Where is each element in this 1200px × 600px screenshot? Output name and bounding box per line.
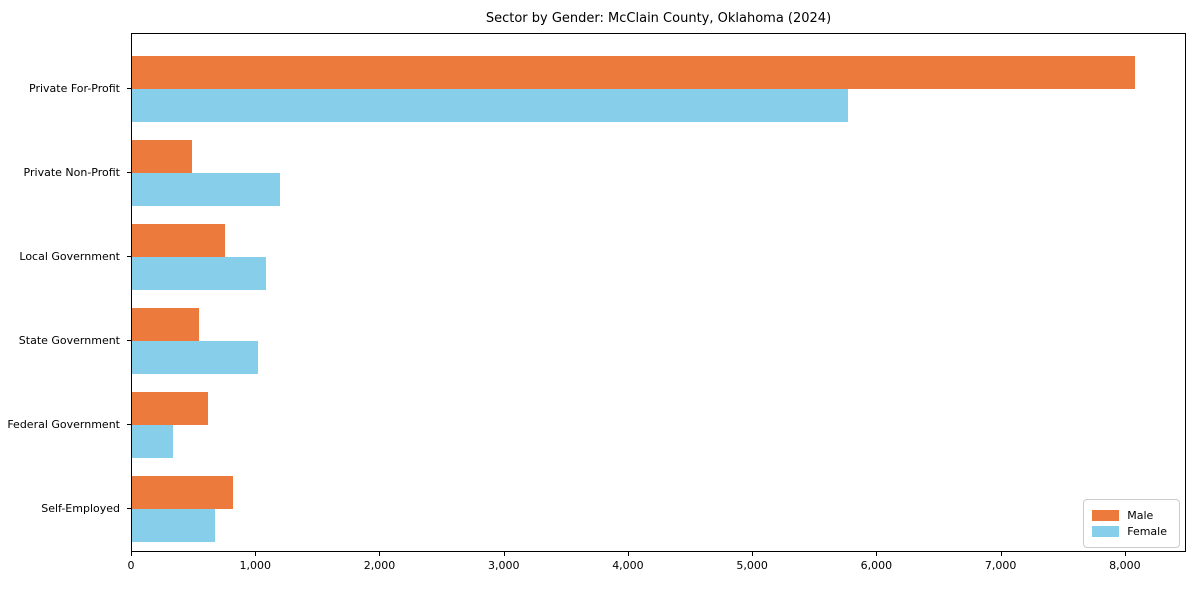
- bar-male-private-for-profit: [132, 56, 1135, 89]
- bar-male-local-government: [132, 224, 225, 257]
- y-label-row: Local Government: [0, 214, 120, 298]
- y-tick-mark: [127, 256, 131, 257]
- x-tick-mark: [876, 552, 878, 556]
- x-tick-mark: [627, 552, 629, 556]
- x-tick-label-4-000: 4,000: [612, 559, 644, 572]
- legend: Male Female: [1083, 499, 1180, 548]
- bar-male-self-employed: [132, 476, 233, 509]
- y-tick-mark: [127, 88, 131, 89]
- legend-item-female: Female: [1092, 525, 1167, 538]
- bar-rows: [132, 34, 1185, 551]
- bar-group-private-non-profit: [132, 131, 1185, 215]
- y-label-row: State Government: [0, 298, 120, 382]
- x-tick-label-8-000: 8,000: [1109, 559, 1141, 572]
- y-tick-label-federal-government: Federal Government: [7, 417, 120, 431]
- y-label-row: Federal Government: [0, 382, 120, 466]
- bar-male-federal-government: [132, 392, 208, 425]
- y-axis-ticks: [127, 33, 131, 552]
- x-tick-mark: [1124, 552, 1126, 556]
- y-label-row: Private For-Profit: [0, 46, 120, 130]
- bar-male-private-non-profit: [132, 140, 193, 173]
- legend-label-female: Female: [1127, 525, 1167, 538]
- y-tick-mark: [127, 340, 131, 341]
- x-tick-mark: [1000, 552, 1002, 556]
- y-label-row: Self-Employed: [0, 466, 120, 550]
- x-tick-mark: [503, 552, 505, 556]
- x-tick-label-3-000: 3,000: [487, 559, 520, 572]
- y-tick-label-private-for-profit: Private For-Profit: [29, 81, 120, 95]
- bar-group-federal-government: [132, 383, 1185, 467]
- x-tick-mark: [255, 552, 257, 556]
- x-tick-mark: [752, 552, 754, 556]
- bar-female-private-non-profit: [132, 173, 280, 206]
- bar-group-state-government: [132, 299, 1185, 383]
- x-tick-label-2-000: 2,000: [363, 559, 396, 572]
- x-tick-label-5-000: 5,000: [736, 559, 768, 572]
- legend-swatch-male: [1092, 510, 1120, 521]
- plot-area: Male Female: [131, 33, 1186, 552]
- legend-label-male: Male: [1127, 509, 1154, 522]
- y-tick-mark: [127, 424, 131, 425]
- x-tick-mark: [131, 552, 132, 556]
- x-tick-mark: [379, 552, 381, 556]
- y-label-row: Private Non-Profit: [0, 130, 120, 214]
- bar-female-federal-government: [132, 425, 174, 458]
- x-tick-label-6-000: 6,000: [860, 559, 893, 572]
- x-tick-label-0: 0: [127, 559, 135, 572]
- chart-title: Sector by Gender: McClain County, Oklaho…: [485, 11, 832, 26]
- bar-group-self-employed: [132, 467, 1185, 551]
- x-axis: 0 1,000 2,000 3,000 4,000 5,000 6,000 7,000 8,00…: [127, 552, 1186, 582]
- x-tick-label-7-000: 7,000: [984, 559, 1017, 572]
- y-tick-mark: [127, 508, 131, 509]
- legend-item-male: Male: [1092, 509, 1167, 522]
- y-tick-label-state-government: State Government: [18, 333, 120, 347]
- bar-female-state-government: [132, 341, 259, 374]
- bar-female-private-for-profit: [132, 89, 849, 122]
- y-tick-label-private-non-profit: Private Non-Profit: [23, 165, 120, 179]
- x-tick-label-1-000: 1,000: [239, 559, 271, 572]
- y-tick-label-self-employed: Self-Employed: [41, 501, 120, 515]
- y-tick-mark: [127, 172, 131, 173]
- bar-group-private-for-profit: [132, 47, 1185, 131]
- y-axis-labels: Private For-Profit Private Non-Profit Loca…: [0, 33, 120, 552]
- legend-swatch-female: [1092, 526, 1120, 537]
- bar-group-local-government: [132, 215, 1185, 299]
- bar-male-state-government: [132, 308, 199, 341]
- y-tick-label-local-government: Local Government: [19, 249, 120, 263]
- bar-female-local-government: [132, 257, 266, 290]
- bar-female-self-employed: [132, 509, 215, 542]
